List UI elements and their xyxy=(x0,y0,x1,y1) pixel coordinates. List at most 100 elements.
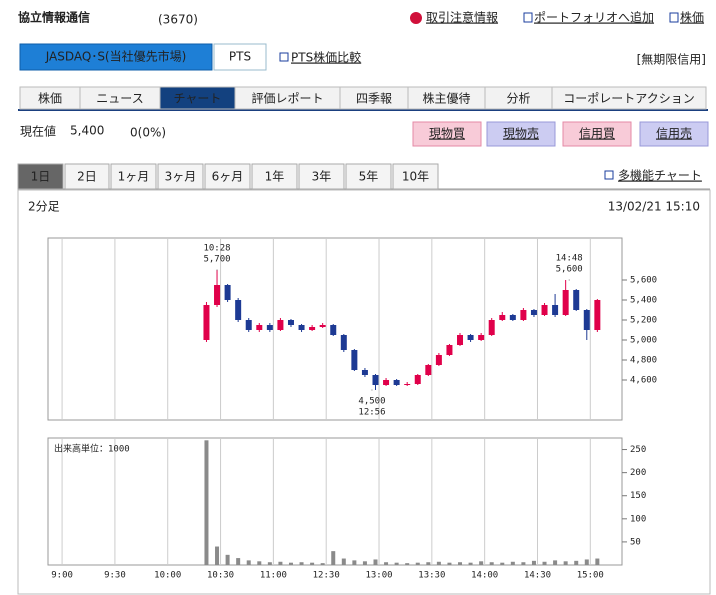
period-tab[interactable] xyxy=(110,163,157,190)
volume-bar xyxy=(574,560,579,565)
candle-body xyxy=(583,310,590,330)
candle-body xyxy=(573,290,580,310)
y-tick-label: 50 xyxy=(630,537,641,547)
period-tab[interactable] xyxy=(64,163,110,190)
chart-interval: 2分足 xyxy=(28,200,60,214)
market-button[interactable] xyxy=(213,43,267,71)
header-link[interactable]: ポートフォリオへ追加 xyxy=(534,10,654,25)
volume-bar xyxy=(320,563,325,565)
candle-body xyxy=(530,310,537,315)
volume-bar xyxy=(542,561,547,565)
candle-body xyxy=(214,285,221,305)
x-tick-label: 13:00 xyxy=(365,571,392,581)
candle-body xyxy=(467,335,474,340)
x-tick-label: 15:00 xyxy=(577,571,604,581)
market-button[interactable] xyxy=(19,43,213,71)
alert-icon xyxy=(410,12,422,24)
trade-button-label: 信用買 xyxy=(579,127,615,141)
period-label: 10年 xyxy=(402,170,429,184)
volume-bar xyxy=(204,440,209,565)
candle-body xyxy=(425,365,432,375)
volume-bar xyxy=(489,562,494,565)
link-icon xyxy=(523,12,533,23)
trade-button-label: 信用売 xyxy=(656,126,692,141)
trade-button[interactable] xyxy=(486,121,556,147)
candle-body xyxy=(256,325,263,330)
volume-bar xyxy=(257,561,262,565)
x-tick-label: 10:00 xyxy=(154,571,181,581)
tab[interactable] xyxy=(551,86,707,110)
x-tick-label: 14:30 xyxy=(524,571,551,581)
price-plot xyxy=(47,237,623,421)
x-tick-label: 9:30 xyxy=(104,571,126,581)
volume-bar xyxy=(584,559,589,565)
candle-body xyxy=(287,320,294,325)
volume-bar xyxy=(352,560,357,565)
y-tick-label: 200 xyxy=(630,468,646,478)
candle-body xyxy=(372,375,379,385)
period-label: 1ヶ月 xyxy=(118,170,150,184)
candle-body xyxy=(340,335,347,350)
candle-body xyxy=(404,384,411,385)
volume-bar xyxy=(447,562,452,565)
quote-change: 0(0%) xyxy=(130,126,166,140)
period-tab[interactable] xyxy=(157,163,204,190)
volume-bar xyxy=(510,561,515,565)
annotation-anchor xyxy=(371,389,373,391)
x-tick-label: 11:00 xyxy=(260,571,287,581)
header-link[interactable]: 株価 xyxy=(680,10,704,25)
tab-label: チャート xyxy=(174,92,222,106)
tab-label: 四季報 xyxy=(356,92,392,106)
volume-bar xyxy=(521,562,526,565)
volume-bar xyxy=(394,562,399,565)
volume-bar xyxy=(595,558,600,565)
link-icon xyxy=(279,52,289,62)
trade-button[interactable] xyxy=(639,121,709,147)
period-tab[interactable] xyxy=(204,163,251,190)
y-tick-label: 100 xyxy=(630,514,646,524)
candle-body xyxy=(520,310,527,320)
candle-body xyxy=(309,327,316,330)
candle-body xyxy=(488,320,495,335)
tab-label: 分析 xyxy=(506,92,530,106)
candle-body xyxy=(298,325,305,330)
trade-button[interactable] xyxy=(412,121,482,147)
header-link[interactable]: 取引注意情報 xyxy=(426,10,498,25)
candle-body xyxy=(414,375,421,384)
y-tick-label: 4,600 xyxy=(630,376,657,386)
compare-link[interactable]: PTS株価比較 xyxy=(291,50,361,65)
period-tab[interactable] xyxy=(345,163,392,190)
y-tick-label: 5,400 xyxy=(630,296,657,306)
candle-body xyxy=(393,380,400,385)
candle-body xyxy=(319,325,326,327)
multi-chart-link[interactable]: 多機能チャート xyxy=(618,168,702,183)
tab-label: 株価 xyxy=(38,91,62,106)
candle-body xyxy=(562,290,569,315)
y-tick-label: 5,600 xyxy=(630,276,657,286)
candle-body xyxy=(499,315,506,320)
volume-bar xyxy=(415,562,420,565)
link-icon xyxy=(604,170,614,180)
trade-button[interactable] xyxy=(562,121,632,147)
candle-body xyxy=(383,380,390,385)
period-tab[interactable] xyxy=(251,163,298,190)
volume-bar xyxy=(458,562,463,565)
candle-body xyxy=(203,305,210,340)
stock-code: (3670) xyxy=(158,13,198,27)
period-label: 3ヶ月 xyxy=(165,170,197,184)
volume-bar xyxy=(278,561,283,565)
volume-bar xyxy=(236,558,241,565)
volume-bar xyxy=(267,562,272,565)
x-tick-label: 12:30 xyxy=(313,571,340,581)
period-tab[interactable] xyxy=(17,163,64,190)
period-tab[interactable] xyxy=(392,163,439,190)
volume-unit-label: 出来高単位：1000 xyxy=(54,443,130,455)
candle-body xyxy=(351,350,358,370)
candle-body xyxy=(224,285,231,300)
link-icon xyxy=(669,12,679,23)
tab-label: 株主優待 xyxy=(422,91,470,106)
candle-body xyxy=(245,320,252,330)
period-tab[interactable] xyxy=(298,163,345,190)
period-label: 1年 xyxy=(265,170,285,184)
period-label: 3年 xyxy=(312,170,332,184)
